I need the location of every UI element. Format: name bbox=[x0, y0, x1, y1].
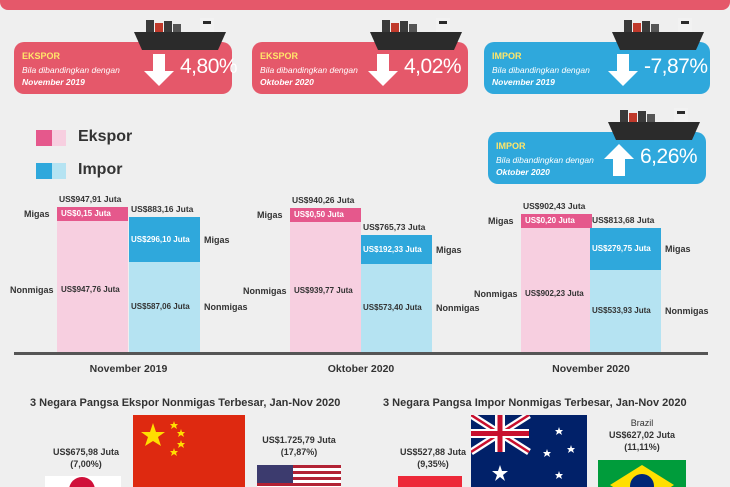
card-value: -7,87% bbox=[644, 55, 708, 78]
nonmigas-side-label: Nonmigas bbox=[474, 288, 518, 299]
export-nonmigas-bar bbox=[57, 206, 128, 352]
import-countries-title: 3 Negara Pangsa Impor Nonmigas Terbesar,… bbox=[383, 397, 687, 409]
import-nonmigas-value: US$573,40 Juta bbox=[363, 303, 422, 313]
import-total-label: US$765,73 Juta bbox=[363, 221, 426, 232]
chart-baseline bbox=[14, 352, 708, 355]
card-subtitle: Bila dibandingkan dengan November 2019 bbox=[22, 65, 120, 87]
import-total-label: US$883,16 Juta bbox=[131, 203, 194, 214]
cargo-ship-icon bbox=[134, 18, 226, 55]
legend-export-label: Ekspor bbox=[78, 128, 133, 145]
arrow-down-icon bbox=[368, 54, 398, 91]
summary-card-1: EKSPOR Bila dibandingkan dengan November 2… bbox=[14, 18, 238, 94]
australia-flag bbox=[471, 415, 587, 487]
export-migas-bar bbox=[290, 208, 361, 223]
migas-side-label: Migas bbox=[24, 208, 50, 219]
category-label: Oktober 2020 bbox=[327, 363, 395, 375]
brazil-label: Brazil bbox=[630, 418, 654, 428]
nonmigas-side-label: Nonmigas bbox=[243, 286, 287, 297]
import-migas-bar bbox=[361, 234, 432, 265]
export-migas-value: US$0,20 Juta bbox=[525, 215, 575, 225]
cargo-ship-icon bbox=[608, 108, 700, 145]
export-total-label: US$902,43 Juta bbox=[523, 200, 586, 211]
singapore-flag bbox=[398, 476, 462, 487]
nonmigas-side-label: Nonmigas bbox=[204, 302, 248, 313]
top-banner bbox=[0, 0, 730, 10]
card-value: 6,26% bbox=[640, 145, 698, 168]
import-country-1-value: US$527,88 Juta (9,35%) bbox=[399, 447, 467, 469]
export-nonmigas-value: US$947,76 Juta bbox=[61, 285, 120, 295]
nonmigas-side-label: Nonmigas bbox=[10, 285, 54, 296]
summary-card-2: EKSPOR Bila dibandingkan dengan Oktober 20… bbox=[252, 18, 468, 94]
arrow-down-icon bbox=[608, 54, 638, 91]
category-label: November 2019 bbox=[89, 363, 168, 375]
export-total-label: US$940,26 Juta bbox=[292, 195, 355, 206]
cargo-ship-icon bbox=[612, 18, 704, 55]
export-country-2-value: US$1.725,79 Juta (17,87%) bbox=[262, 435, 336, 457]
card-value: 4,80% bbox=[180, 55, 238, 78]
legend-swatch-export bbox=[36, 130, 52, 146]
arrow-up-icon bbox=[604, 144, 634, 181]
import-migas-value: US$296,10 Juta bbox=[131, 234, 190, 244]
china-flag bbox=[133, 415, 245, 487]
import-migas-value: US$192,33 Juta bbox=[363, 244, 422, 254]
export-migas-bar bbox=[57, 206, 128, 221]
legend-swatch-import-light bbox=[52, 163, 66, 179]
cargo-ship-icon bbox=[370, 18, 462, 55]
import-nonmigas-bar bbox=[129, 262, 200, 352]
card-subtitle: Bila dibandingkan dengan November 2019 bbox=[492, 65, 590, 87]
migas-side-label: Migas bbox=[488, 215, 514, 226]
import-nonmigas-value: US$587,06 Juta bbox=[131, 302, 190, 312]
migas-side-label: Migas bbox=[204, 234, 230, 245]
usa-flag bbox=[257, 465, 341, 487]
import-migas-bar bbox=[129, 216, 200, 263]
card-value: 4,02% bbox=[404, 55, 462, 78]
arrow-down-icon bbox=[144, 54, 174, 91]
summary-card-4: IMPOR Bila dibandingkan dengan Oktober 202… bbox=[488, 108, 706, 184]
export-nonmigas-bar bbox=[290, 208, 361, 352]
japan-flag bbox=[45, 476, 121, 487]
import-migas-bar bbox=[590, 227, 661, 271]
category-label: November 2020 bbox=[552, 363, 630, 375]
export-countries-title: 3 Negara Pangsa Ekspor Nonmigas Terbesar… bbox=[30, 397, 341, 409]
card-title: EKSPOR bbox=[260, 51, 299, 61]
legend-swatch-export-light bbox=[52, 130, 66, 146]
import-total-label: US$813,68 Juta bbox=[592, 214, 655, 225]
nonmigas-side-label: Nonmigas bbox=[665, 306, 709, 317]
legend-import-label: Impor bbox=[78, 161, 123, 178]
export-nonmigas-value: US$902,23 Juta bbox=[525, 288, 584, 298]
legend-swatch-import bbox=[36, 163, 52, 179]
card-title: IMPOR bbox=[496, 141, 526, 151]
import-nonmigas-bar bbox=[361, 264, 432, 352]
migas-side-label: Migas bbox=[257, 210, 283, 221]
summary-card-3: IMPOR Bila dibandingkan dengan November 20… bbox=[484, 18, 710, 94]
export-total-label: US$947,91 Juta bbox=[59, 193, 122, 204]
export-migas-value: US$0,15 Juta bbox=[61, 208, 111, 218]
card-title: IMPOR bbox=[492, 51, 522, 61]
card-title: EKSPOR bbox=[22, 51, 61, 61]
nonmigas-side-label: Nonmigas bbox=[436, 303, 480, 314]
card-subtitle: Bila dibandingkan dengan Oktober 2020 bbox=[496, 155, 594, 177]
migas-side-label: Migas bbox=[665, 243, 691, 254]
migas-side-label: Migas bbox=[436, 244, 462, 255]
import-migas-value: US$279,75 Juta bbox=[592, 243, 651, 253]
import-country-2-value: Brazil US$627,02 Juta (11,11%) bbox=[600, 417, 684, 453]
export-migas-bar bbox=[521, 213, 592, 228]
export-nonmigas-bar bbox=[521, 213, 592, 352]
export-country-1-value: US$675,98 Juta (7,00%) bbox=[52, 447, 120, 469]
export-nonmigas-value: US$939,77 Juta bbox=[294, 286, 353, 296]
import-nonmigas-bar bbox=[590, 270, 661, 352]
export-migas-value: US$0,50 Juta bbox=[294, 210, 344, 220]
card-subtitle: Bila dibandingkan dengan Oktober 2020 bbox=[260, 65, 358, 87]
import-nonmigas-value: US$533,93 Juta bbox=[592, 306, 651, 316]
brazil-flag bbox=[598, 460, 686, 487]
